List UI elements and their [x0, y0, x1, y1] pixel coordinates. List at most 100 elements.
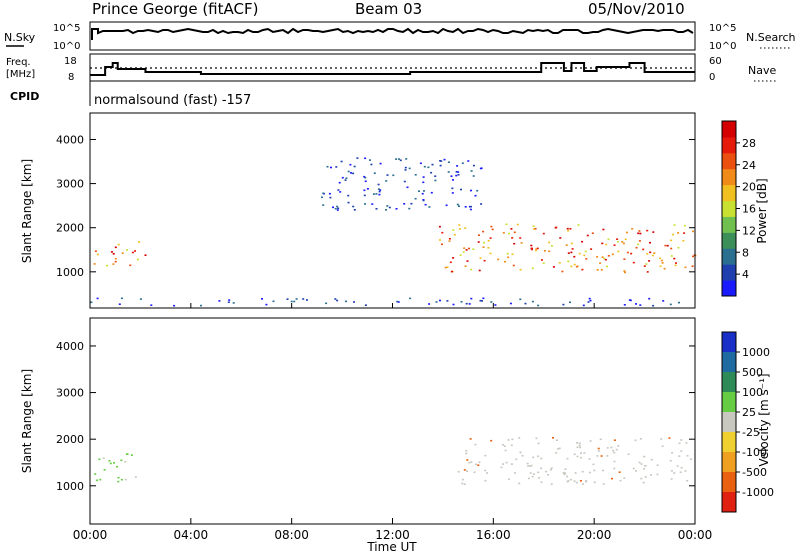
power-cell-65 [444, 266, 447, 269]
power-cell-310 [321, 196, 323, 199]
nave-tick-top: 60 [709, 56, 722, 67]
power-cell-111 [508, 232, 510, 235]
power-cell-240 [336, 209, 339, 211]
velocity-cell-97 [547, 474, 549, 476]
power-cell-265 [378, 193, 381, 196]
power-cell-212 [460, 188, 462, 191]
velocity-cell-4 [526, 462, 529, 465]
velocity-cell-134 [619, 479, 622, 482]
power-cell-160 [604, 258, 607, 261]
power-cell-20 [558, 262, 561, 264]
power-cell-88 [673, 257, 676, 260]
velocity-cell-108 [669, 459, 672, 462]
power-cell-122 [675, 262, 677, 264]
power-cell-114 [506, 252, 509, 255]
power-cell-356 [452, 303, 455, 306]
noise-panel-frame [89, 21, 696, 51]
power-cell-178 [96, 253, 99, 256]
power-cell-163 [632, 261, 635, 264]
power-cell-246 [410, 202, 413, 205]
power-cell-227 [428, 206, 431, 208]
power-cell-251 [470, 205, 472, 208]
power-cell-353 [648, 297, 651, 300]
power-cell-113 [602, 228, 605, 231]
velocity-ytick-label-2: 3000 [56, 387, 84, 400]
power-cell-96 [441, 243, 443, 246]
power-cell-99 [472, 248, 475, 250]
velocity-cell-102 [557, 448, 560, 450]
power-cell-211 [464, 206, 467, 208]
velocity-cell-32 [469, 438, 472, 440]
power-colorbar-swatch-4 [722, 216, 736, 233]
velocity-cell-50 [660, 438, 663, 440]
velocity-cell-177 [124, 461, 127, 463]
power-cell-270 [405, 158, 408, 160]
velocity-cell-133 [566, 457, 569, 460]
power-cell-130 [607, 255, 610, 257]
x-tick-label-5: 20:00 [577, 528, 612, 542]
velocity-cell-173 [103, 469, 106, 471]
power-cell-64 [482, 246, 485, 248]
power-cell-24 [571, 248, 574, 250]
velocity-colorbar-swatch-1 [722, 352, 736, 373]
power-cell-78 [482, 230, 485, 233]
velocity-cell-107 [564, 468, 567, 470]
velocity-cell-116 [537, 471, 540, 474]
power-cell-318 [349, 163, 352, 166]
power-cell-286 [450, 175, 453, 177]
power-cell-83 [605, 243, 608, 246]
velocity-cell-124 [537, 442, 540, 445]
velocity-colorbar-label: Velocity [m s⁻¹] [757, 373, 771, 466]
power-cell-19 [438, 225, 441, 228]
power-cell-317 [421, 192, 424, 195]
power-cell-107 [623, 258, 626, 260]
velocity-cell-122 [531, 475, 534, 478]
freq-label: Freq. [6, 57, 31, 68]
velocity-cell-135 [671, 452, 674, 454]
power-cell-127 [569, 228, 572, 230]
velocity-cell-54 [521, 455, 524, 457]
power-cell-155 [576, 265, 579, 268]
power-cell-66 [497, 258, 500, 261]
power-cell-185 [138, 241, 140, 243]
velocity-cell-42 [529, 472, 532, 474]
power-cell-235 [371, 203, 374, 205]
power-cell-326 [290, 300, 293, 303]
power-cell-187 [112, 253, 115, 255]
power-cell-382 [218, 300, 221, 302]
velocity-cell-22 [588, 458, 591, 460]
velocity-cell-120 [678, 455, 681, 457]
velocity-cell-64 [550, 483, 553, 485]
velocity-cell-74 [644, 465, 647, 467]
velocity-cell-129 [610, 446, 613, 449]
velocity-cell-59 [518, 482, 521, 485]
power-cell-309 [339, 191, 342, 193]
power-cell-224 [472, 175, 475, 177]
power-colorbar-label-0: 4 [742, 268, 749, 281]
power-cell-316 [423, 190, 425, 192]
power-cell-100 [483, 259, 486, 262]
power-cell-137 [504, 260, 506, 263]
nsearch-label: N.Search [746, 31, 796, 44]
velocity-cell-132 [500, 466, 503, 469]
power-cell-378 [460, 301, 463, 303]
velocity-ytick-label-1: 2000 [56, 433, 84, 446]
power-cell-232 [364, 176, 367, 179]
velocity-cell-147 [676, 465, 679, 467]
velocity-cell-23 [680, 439, 683, 441]
velocity-cell-127 [668, 437, 671, 439]
velocity-cell-48 [545, 470, 547, 473]
power-cell-324 [470, 297, 473, 300]
velocity-cell-60 [484, 469, 487, 472]
cpid-text: normalsound (fast) -157 [94, 93, 251, 108]
power-cell-320 [406, 186, 409, 189]
power-cell-93 [601, 256, 604, 258]
power-cell-218 [338, 181, 341, 184]
power-cell-271 [334, 207, 337, 210]
velocity-cell-52 [635, 470, 637, 472]
power-cell-62 [646, 271, 649, 273]
power-cell-143 [567, 229, 570, 232]
velocity-cell-140 [596, 455, 599, 457]
x-tick-label-4: 16:00 [476, 528, 511, 542]
